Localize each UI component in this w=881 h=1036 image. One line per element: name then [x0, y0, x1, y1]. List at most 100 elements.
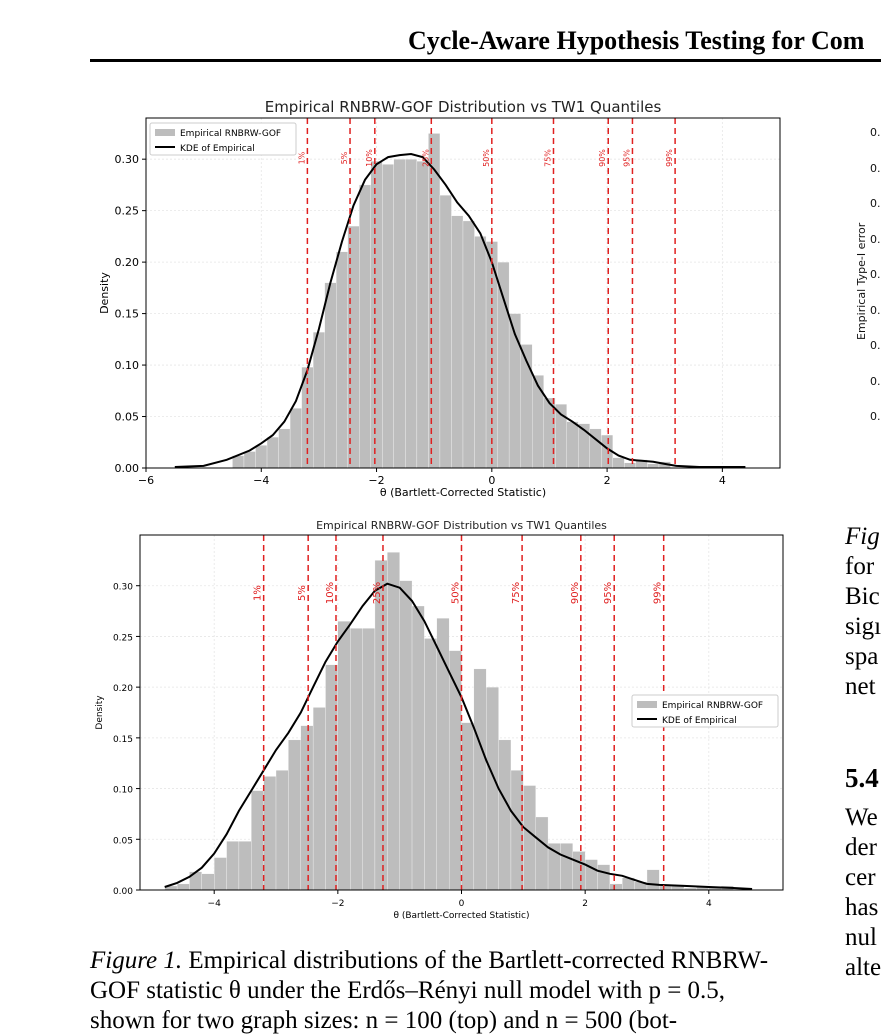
histogram-bar: [382, 164, 394, 469]
histogram-bar: [473, 668, 487, 891]
histogram-bar: [255, 445, 268, 469]
histogram-bar: [288, 739, 301, 891]
histogram-bar: [201, 873, 215, 891]
quantile-label: 95%: [603, 582, 614, 604]
quantile-label: 99%: [653, 582, 664, 604]
y-tick-label: 0.25: [113, 633, 133, 643]
x-tick-label: −4: [208, 899, 222, 909]
right-body-line-2: der: [845, 834, 877, 861]
histogram-bar: [243, 451, 256, 469]
histogram-bar: [585, 859, 598, 891]
histogram-bar: [263, 776, 277, 891]
legend-label-histogram: Empirical RNBRW-GOF: [180, 129, 281, 139]
histogram-bar: [451, 215, 464, 469]
right-plot-tick-label: 0.: [870, 232, 881, 246]
histogram-bar: [597, 864, 611, 891]
right-line-2: Bic: [845, 583, 880, 610]
chart-title: Empirical RNBRW-GOF Distribution vs TW1 …: [265, 98, 662, 116]
x-tick-label: 4: [719, 474, 726, 487]
y-tick-label: 0.15: [115, 308, 140, 321]
x-axis-label: θ (Bartlett-Corrected Statistic): [393, 911, 529, 921]
histogram-bar: [336, 251, 348, 469]
histogram-bar: [275, 770, 289, 891]
histogram-bar: [405, 159, 418, 469]
right-plot-tick-label: 0.: [870, 126, 881, 139]
histogram-bar: [214, 857, 227, 891]
x-axis-label: θ (Bartlett-Corrected Statistic): [380, 486, 546, 499]
legend-label-histogram: Empirical RNBRW-GOF: [662, 701, 763, 711]
right-body-line-4: has: [845, 894, 879, 921]
histogram-bar: [238, 841, 252, 891]
histogram-bar: [508, 313, 521, 469]
right-plot-ylabel: Empirical Type-I error: [855, 222, 868, 340]
histogram-bar: [350, 628, 363, 891]
histogram-bar: [624, 462, 637, 469]
histogram-bar: [324, 282, 337, 469]
histogram-bar: [312, 707, 326, 891]
histogram-bar: [439, 195, 452, 469]
y-tick-label: 0.20: [113, 684, 133, 694]
y-tick-label: 0.20: [115, 256, 140, 269]
right-line-3: sigı: [845, 613, 881, 640]
histogram-bar: [566, 421, 579, 469]
plot-frame: [145, 117, 781, 469]
right-body-line-5: nul: [845, 924, 877, 951]
quantile-label: 10%: [325, 582, 336, 604]
quantile-label: 75%: [511, 582, 522, 604]
histogram-bar: [659, 885, 672, 891]
x-tick-label: 0: [488, 474, 495, 487]
right-plot-tick-label: 0.: [870, 303, 881, 317]
histogram-bar: [399, 580, 413, 891]
legend-box: [149, 122, 297, 156]
histogram-bar: [647, 463, 660, 469]
right-line-4: spa: [845, 643, 879, 670]
histogram-bar: [424, 638, 437, 891]
quantile-label: 90%: [598, 149, 607, 167]
histogram-bar: [498, 739, 512, 891]
right-plot-tick-label: 0.: [870, 410, 881, 423]
x-tick-label: 2: [604, 474, 611, 487]
y-axis-label: Density: [95, 695, 105, 730]
caption-label: Figure 1.: [90, 947, 183, 974]
running-title: Cycle-Aware Hypothesis Testing for Com: [408, 26, 865, 55]
histogram-bar: [251, 790, 264, 891]
histogram-bar: [374, 560, 388, 891]
quantile-label: 50%: [451, 582, 462, 604]
y-tick-label: 0.30: [115, 153, 140, 166]
section-heading: 5.4: [845, 763, 879, 793]
histogram-bar: [486, 686, 499, 891]
quantile-label: 50%: [482, 149, 491, 167]
kde-curve: [174, 152, 746, 468]
x-tick-label: 4: [706, 899, 712, 909]
y-tick-label: 0.30: [113, 583, 133, 593]
right-line-5: net: [845, 673, 876, 700]
figure-caption: Figure 1. Empirical distributions of the…: [90, 946, 795, 1036]
kde-curve: [164, 582, 753, 890]
histogram-bar: [497, 261, 510, 469]
right-plot-tick-label: 0.: [870, 197, 881, 210]
right-plot-tick-label: 0.: [870, 268, 881, 281]
quantile-label: 25%: [421, 149, 430, 167]
histogram-bar: [461, 722, 475, 891]
y-axis-label: Density: [98, 272, 111, 314]
quantile-label: 90%: [570, 582, 581, 604]
y-tick-label: 0.00: [115, 462, 140, 475]
caption-line-2: GOF statistic θ under the Erdős–Rényi nu…: [90, 977, 726, 1004]
quantile-label: 95%: [622, 149, 631, 167]
histogram-bar: [337, 621, 351, 891]
legend-swatch-histogram: [155, 129, 175, 136]
quantile-label: 25%: [372, 582, 383, 604]
x-tick-label: −2: [331, 899, 344, 909]
histogram-bar: [362, 628, 376, 891]
chart-title: Empirical RNBRW-GOF Distribution vs TW1 …: [316, 519, 607, 532]
right-plot-tick-label: 0.: [870, 374, 881, 388]
header-rule: [90, 59, 881, 62]
quantile-label: 99%: [665, 149, 674, 167]
histogram-bar: [609, 883, 623, 891]
right-plot-tick-label: 0.: [870, 339, 881, 352]
caption-line-3: shown for two graph sizes: n = 100 (top)…: [90, 1007, 678, 1034]
histogram-bar: [532, 375, 544, 469]
x-tick-label: 0: [459, 899, 465, 909]
chart-legend: Empirical RNBRW-GOF KDE of Empirical: [149, 122, 297, 156]
caption-line-1: Figure 1. Empirical distributions of the…: [90, 947, 769, 974]
